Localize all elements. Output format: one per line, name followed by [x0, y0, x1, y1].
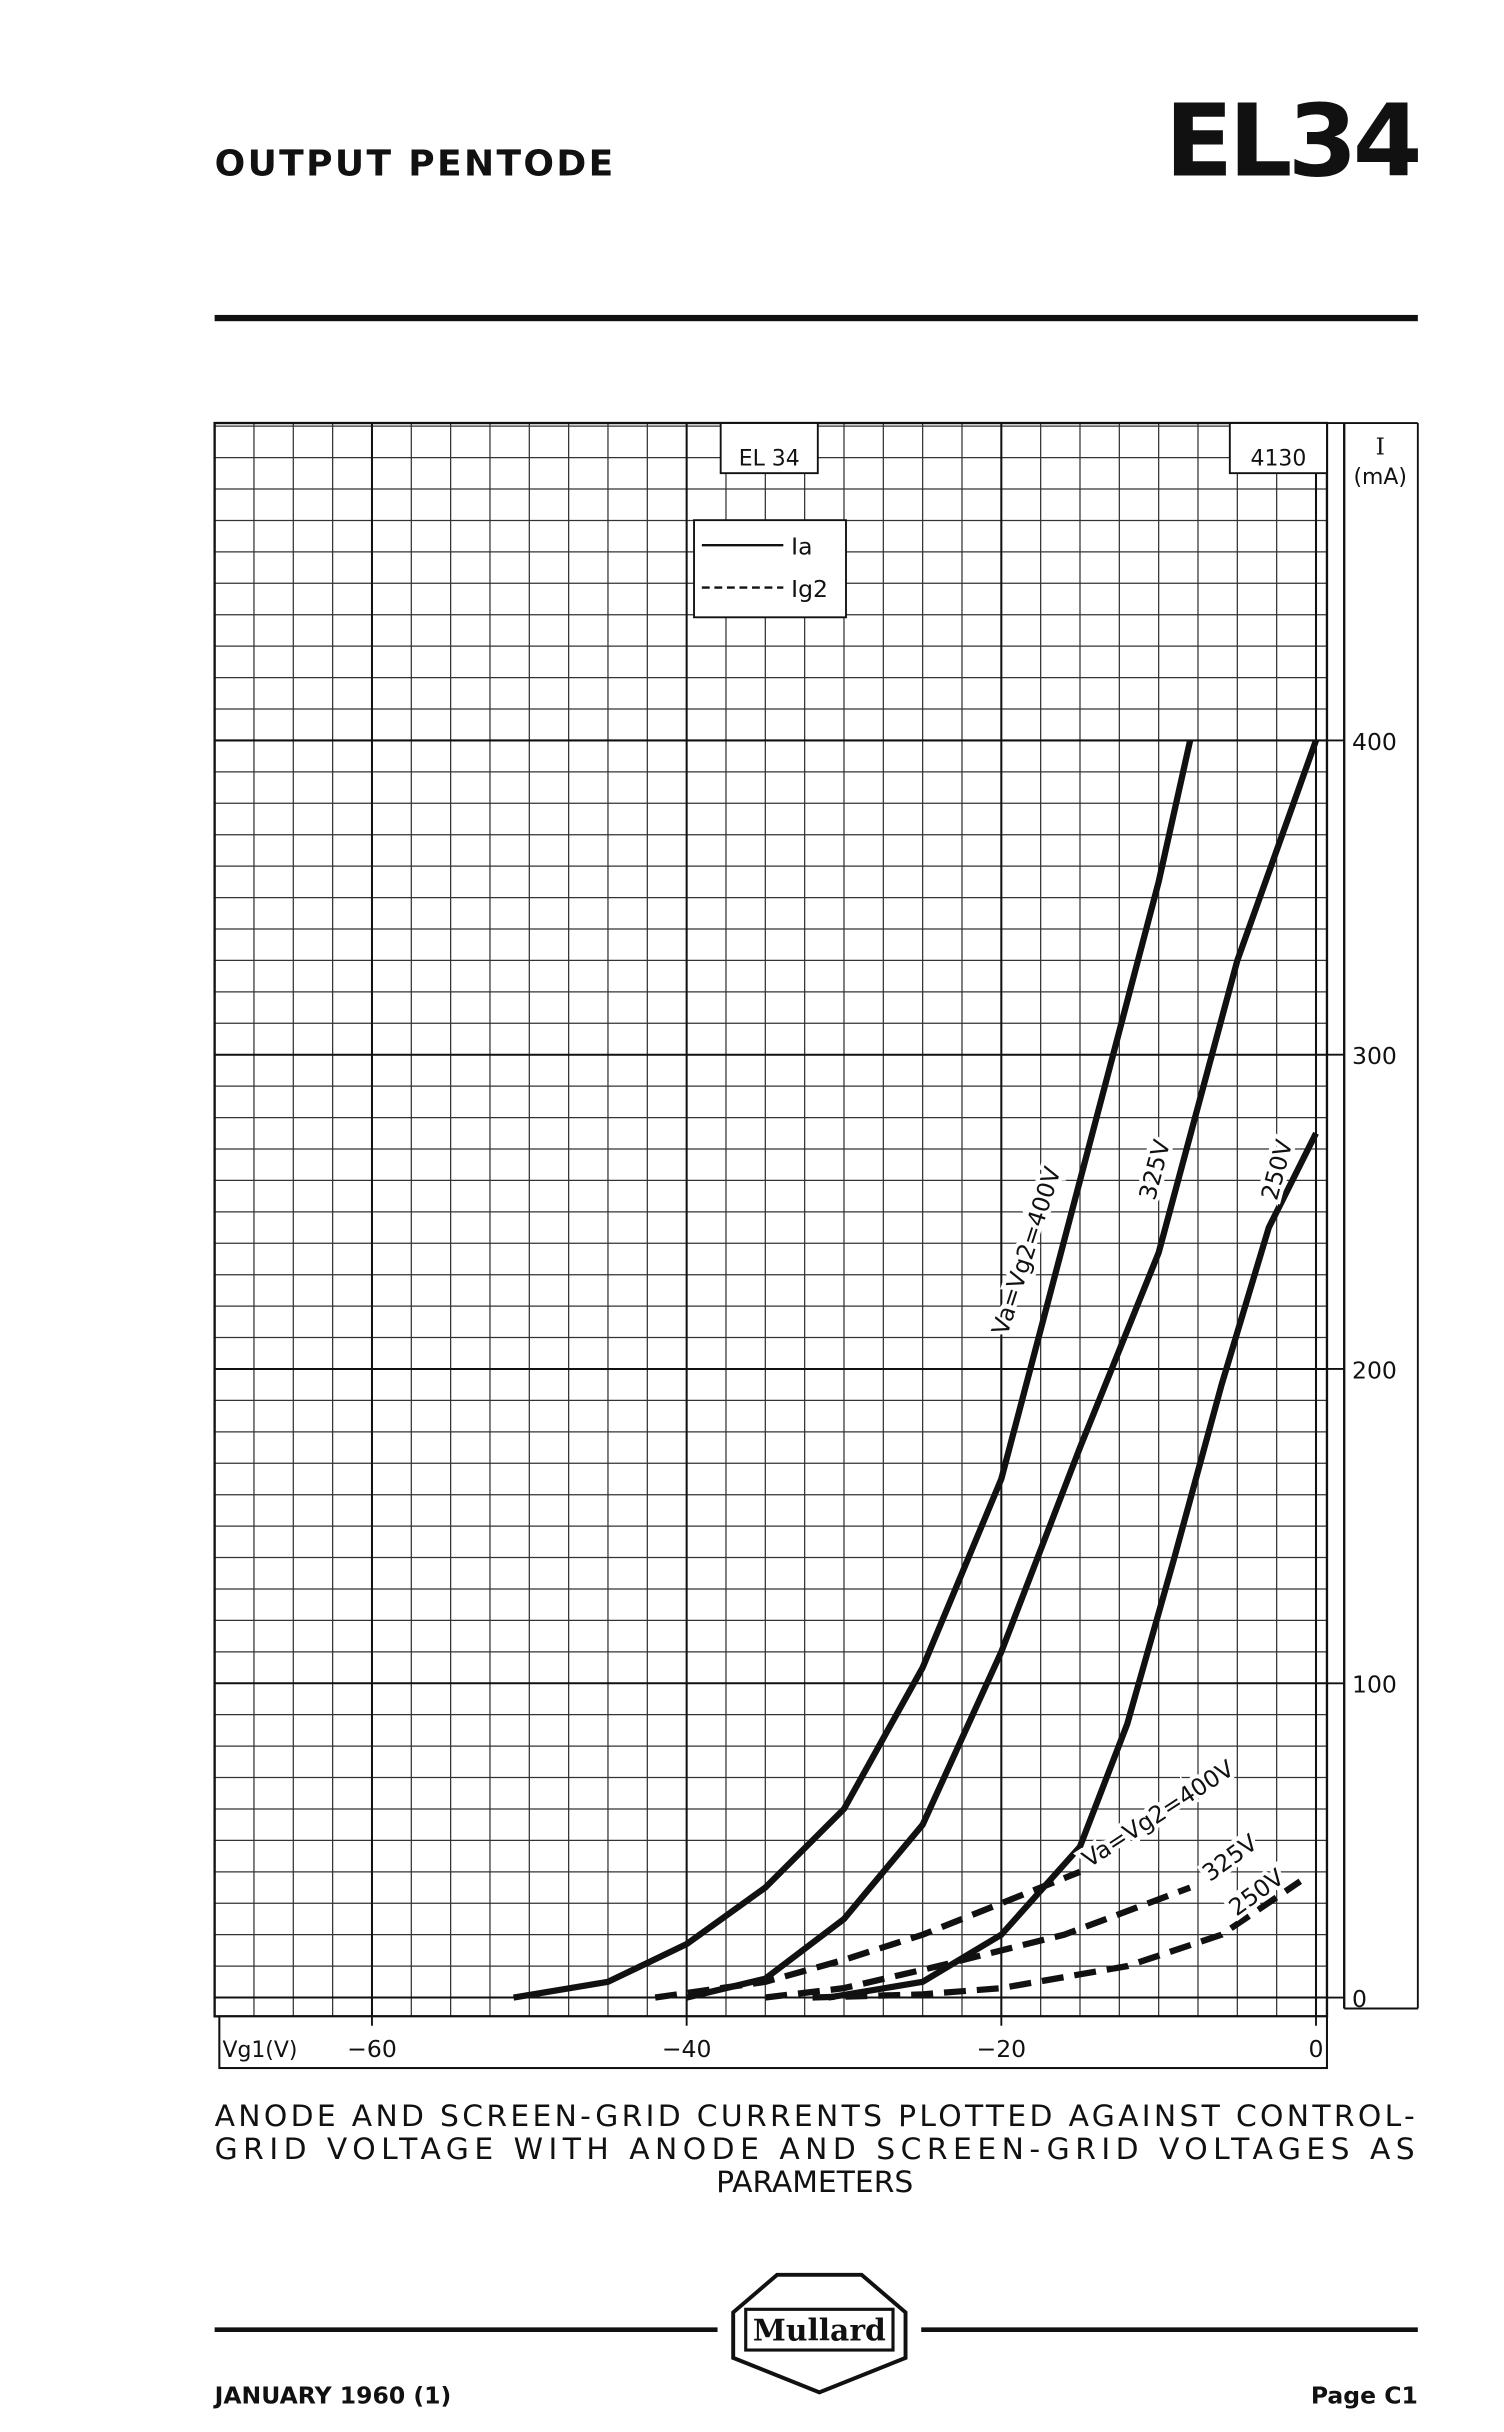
y-axis-unit: (mA)	[1353, 465, 1406, 490]
x-axis-strip	[218, 2015, 1328, 2070]
x-tick-label: −40	[662, 2035, 712, 2063]
caption-line: PARAMETERS	[716, 2165, 913, 2200]
id-box-label: EL 34	[739, 446, 800, 471]
screen-current-curve	[654, 1868, 1082, 2001]
screen-current-curve	[812, 1878, 1303, 2001]
logo-box	[744, 2307, 895, 2352]
y-axis-symbol: I	[1376, 432, 1385, 460]
anode-current-curve	[513, 739, 1194, 2001]
subtitle: OUTPUT PENTODE	[215, 143, 616, 184]
id-box	[719, 422, 819, 475]
footer-date: JANUARY 1960 (1)	[213, 2381, 452, 2409]
x-axis-label: Vg1(V)	[222, 2038, 297, 2063]
plot: I (mA) 0 100 200 300 400 Vg1(V) −60 −40 −20 0 EL 34 4…	[213, 421, 1419, 2070]
logo-text: Mullard	[753, 2314, 886, 2349]
y-tick-label: 400	[1352, 728, 1397, 756]
y-tick-label: 100	[1352, 1671, 1397, 1699]
legend-label: Ia	[791, 533, 812, 561]
caption-line: ANODE AND SCREEN-GRID CURRENTS PLOTTED A…	[215, 2099, 1415, 2134]
header-rule	[214, 314, 1418, 322]
logo-shield	[731, 2272, 908, 2395]
plot-background	[214, 423, 1327, 2017]
y-tick-label: 200	[1352, 1356, 1397, 1384]
legend-box	[693, 519, 847, 619]
code-box	[1228, 422, 1328, 475]
x-tick-label: −20	[977, 2035, 1027, 2063]
x-tick-label: 0	[1309, 2035, 1324, 2063]
code-box-label: 4130	[1251, 446, 1307, 471]
legend-label: Ig2	[791, 575, 828, 603]
screen-current-curve	[764, 1884, 1192, 2001]
y-tick-label: 0	[1352, 1985, 1367, 2013]
anode-current-curve	[685, 739, 1319, 2001]
caption-line: GRID VOLTAGE WITH ANODE AND SCREEN-GRID …	[215, 2132, 1415, 2167]
x-tick-label: −60	[347, 2035, 397, 2063]
footer-page: Page C1	[1311, 2381, 1418, 2409]
title: EL34	[1165, 82, 1419, 199]
y-tick-label: 300	[1352, 1042, 1397, 1070]
